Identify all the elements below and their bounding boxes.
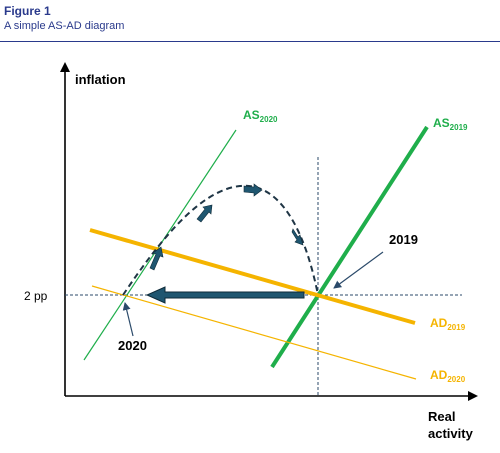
figure-label: Figure 1 bbox=[4, 4, 51, 18]
pointer-2020 bbox=[122, 302, 134, 337]
figure-header: Figure 1 A simple AS-AD diagram bbox=[0, 0, 500, 44]
ad2020-curve bbox=[91, 285, 417, 380]
label-as2020: AS2020 bbox=[243, 108, 278, 124]
adjustment-path bbox=[122, 184, 319, 296]
x-axis-label-line2: activity bbox=[428, 426, 474, 441]
label-ad2020-base: AD bbox=[430, 368, 448, 382]
label-2019: 2019 bbox=[389, 232, 418, 247]
path-arrow-2 bbox=[196, 204, 213, 223]
label-as2019-sub: 2019 bbox=[450, 123, 468, 132]
x-axis-label-line1: Real bbox=[428, 409, 455, 424]
label-ad2020-sub: 2020 bbox=[447, 375, 465, 384]
y-axis-label: inflation bbox=[75, 72, 126, 87]
as2019-curve bbox=[270, 125, 429, 369]
path-arrow-3 bbox=[243, 183, 263, 197]
path-arrow-4 bbox=[291, 228, 304, 246]
label-ad2020: AD2020 bbox=[430, 368, 466, 384]
pointer-2019 bbox=[333, 251, 384, 289]
path-arrow-1 bbox=[149, 246, 164, 271]
label-as2020-base: AS bbox=[243, 108, 260, 122]
label-as2020-sub: 2020 bbox=[260, 115, 278, 124]
x-axis-arrowhead bbox=[468, 391, 478, 401]
y-tick-label: 2 pp bbox=[24, 289, 48, 303]
shift-arrow bbox=[145, 286, 305, 304]
label-2020: 2020 bbox=[118, 338, 147, 353]
ad2019-curve bbox=[89, 228, 416, 325]
label-as2019-base: AS bbox=[433, 116, 450, 130]
label-ad2019-base: AD bbox=[430, 316, 448, 330]
figure-title: A simple AS-AD diagram bbox=[4, 20, 125, 32]
label-as2019: AS2019 bbox=[433, 116, 468, 132]
label-ad2019: AD2019 bbox=[430, 316, 466, 332]
y-axis-arrowhead bbox=[60, 62, 70, 72]
label-ad2019-sub: 2019 bbox=[447, 323, 465, 332]
header-rule bbox=[0, 41, 500, 42]
